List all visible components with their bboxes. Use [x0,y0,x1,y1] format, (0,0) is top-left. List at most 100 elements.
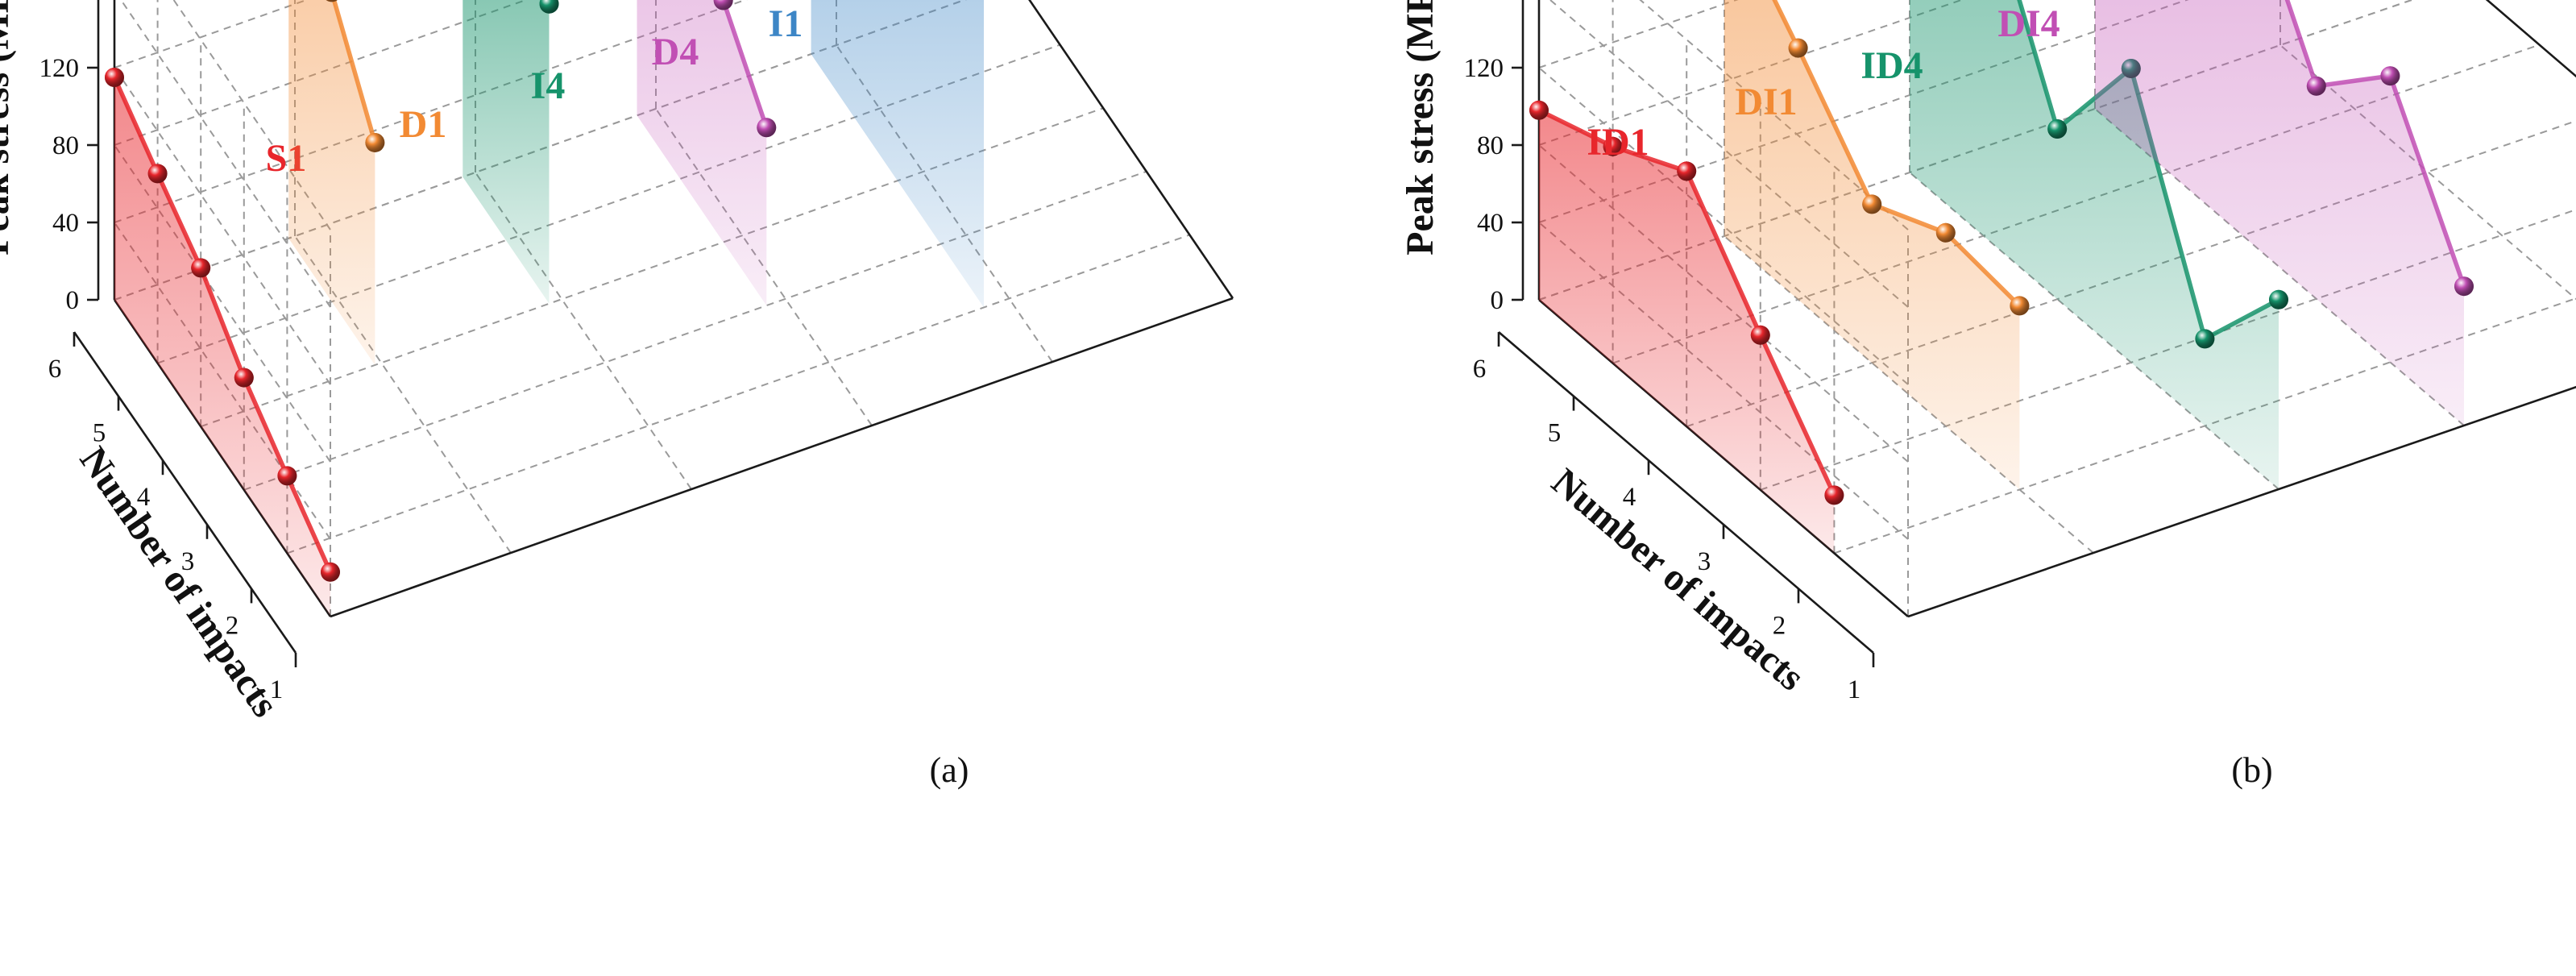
gridline-floor-impact [243,170,1147,491]
data-point-shade [713,0,733,10]
series-label-I1: I1 [769,2,803,45]
depth-tick-label: 6 [1473,355,1487,384]
data-point-shade [105,68,124,87]
series-DI1 [1724,0,2030,490]
series-line-DI4 [2284,0,2466,288]
data-point-shade [2010,296,2030,316]
data-point-shade [234,368,254,388]
data-point-shade [1935,222,1956,243]
axis-edge [2485,0,2576,78]
series-DI4 [2095,0,2474,426]
depth-tick-label: 5 [1548,419,1562,448]
z-tick-label: 120 [1464,54,1504,83]
data-point-shade [191,258,211,278]
data-point-shade [1750,325,1770,345]
series-label-D1: D1 [400,103,447,146]
z-tick-label: 40 [1477,209,1504,238]
gridline-floor-impact [287,234,1190,554]
depth-axis-line [73,331,297,654]
chart-panel-b: 04080120160200Peak stress (MPa)123456Num… [1399,0,2576,790]
data-point-shade [365,132,385,152]
series-line-D1 [331,0,378,143]
gridline-floor-impact [1760,209,2576,491]
data-point-shade [2195,329,2215,349]
series-fill-D4 [637,0,767,306]
axis-edge [1028,0,1234,299]
z-tick-label: 80 [1477,131,1504,160]
data-point-shade [2380,66,2400,86]
series-ID1 [1529,100,1844,554]
depth-tick-label: 1 [270,675,284,704]
series-fill-DI4 [2095,0,2464,426]
series-S1 [105,68,340,617]
z-tick-label: 0 [1491,286,1504,315]
series-D4 [637,0,777,306]
depth-tick-label: 6 [48,355,62,384]
z-tick-label: 160 [1464,0,1504,6]
data-point-shade [2454,276,2474,297]
series-fill-I4 [463,0,550,304]
data-point-shade [2269,289,2288,309]
z-axis-title: Peak stress (MPa) [1399,0,1441,255]
series-fill-I1 [811,0,984,308]
series-label-I4: I4 [531,64,566,107]
series-ID4 [1910,0,2288,489]
gridline-floor-impact [200,107,1104,428]
gridline-floor-depth [1724,235,2094,554]
data-point-shade [277,466,297,486]
depth-tick-label: 5 [93,419,106,448]
data-point-shade [1529,100,1549,120]
series-fill-S1 [114,77,330,617]
data-point-shade [1862,194,1882,214]
panel-label: (b) [2231,750,2272,790]
series-I4 [463,0,559,304]
series-label-D4: D4 [652,31,699,73]
data-point-shade [2047,119,2068,139]
axis-edge [1907,385,2576,618]
data-point-shade [1677,161,1697,181]
series-line-ID4 [2017,0,2280,342]
gridline-back-z [114,0,529,146]
depth-axis-line [1498,331,1874,654]
depth-tick-label: 4 [137,483,151,512]
series-I1 [811,0,984,308]
z-tick-label: 0 [66,286,80,315]
data-point-shade [2306,76,2326,96]
gridline-floor-depth [1028,0,1234,299]
depth-tick-label: 1 [1848,675,1861,704]
series-fill-ID1 [1539,110,1835,554]
series-label-ID1: ID1 [1587,121,1649,164]
series-label-ID4: ID4 [1860,44,1923,87]
gridline-back-z [114,0,309,69]
data-point-shade [539,0,559,14]
panel-label: (a) [930,750,969,790]
gridline-back-z [114,0,748,223]
data-point-shade [1603,136,1623,156]
gridline-floor-impact [1686,120,2576,428]
gridline-floor-impact [114,0,967,301]
data-point-shade [1824,485,1844,505]
z-tick-label: 80 [52,131,79,160]
series-line-D4 [720,0,769,129]
data-point-shade [326,0,338,2]
depth-tick-label: 2 [226,611,239,640]
data-point-shade [147,164,168,184]
series-label-DI4: DI4 [1997,2,2060,45]
depth-tick-label: 3 [1698,547,1711,576]
depth-tick-label: 3 [181,547,195,576]
z-axis-title: Peak stress (MPa) [0,0,17,255]
series-label-DI1: DI1 [1735,81,1797,123]
gridline-floor-depth [2486,0,2576,77]
data-point-shade [757,118,777,138]
chart-panel-a: 04080120160200Peak stress (MPa)123456Num… [0,0,1234,790]
series-fill-ID4 [1910,0,2279,489]
z-tick-label: 120 [39,54,80,83]
series-fill-DI1 [1724,0,2020,490]
data-point-shade [321,562,340,582]
depth-tick-label: 4 [1623,483,1636,512]
data-point-shade [1788,38,1808,58]
series-fill-D1 [288,0,375,365]
z-tick-label: 40 [52,209,79,238]
z-tick-label: 160 [39,0,80,6]
